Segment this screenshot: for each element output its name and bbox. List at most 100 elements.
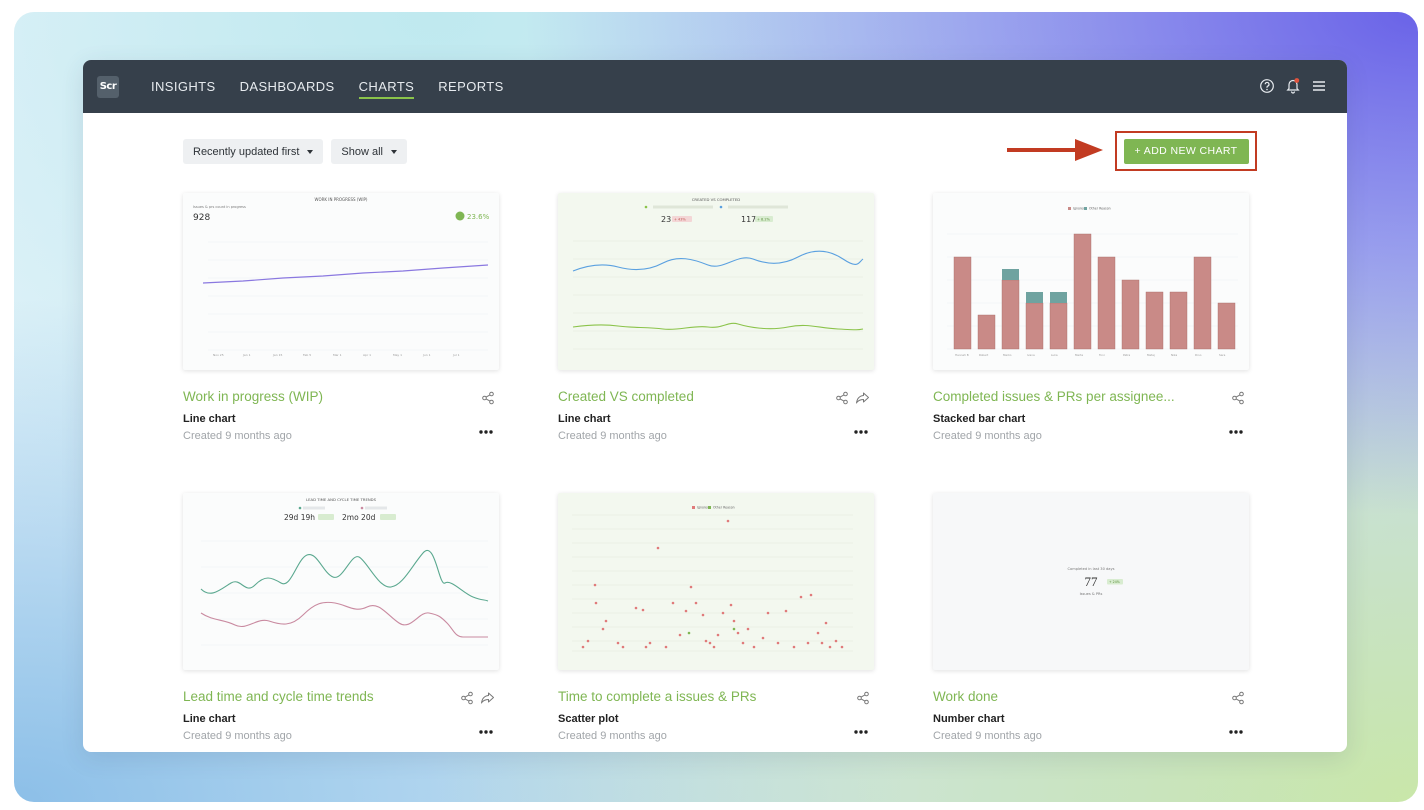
svg-text:Nov 25: Nov 25 bbox=[213, 353, 224, 357]
chart-card-time-to-complete[interactable]: Ignored Other Reason bbox=[558, 493, 874, 752]
menu-icon[interactable] bbox=[1311, 78, 1327, 94]
add-new-chart-button[interactable]: + ADD NEW CHART bbox=[1123, 138, 1249, 164]
card-actions bbox=[460, 691, 495, 705]
sort-dropdown-label: Recently updated first bbox=[193, 145, 300, 158]
chart-card-lead-cycle-time[interactable]: LEAD TIME AND CYCLE TIME TRENDS 29d 19h … bbox=[183, 493, 499, 752]
svg-text:Sara: Sara bbox=[1219, 353, 1226, 357]
filter-toolbar: Recently updated first Show all bbox=[183, 139, 407, 164]
nav-charts[interactable]: CHARTS bbox=[358, 73, 415, 100]
top-navigation-bar: Scr INSIGHTS DASHBOARDS CHARTS REPORTS bbox=[83, 60, 1347, 113]
cycle-time-series-line bbox=[200, 601, 488, 638]
chart-card-work-done[interactable]: Completed in last 30 days 77 + 24% Issue… bbox=[933, 493, 1249, 752]
lead-time-series-line bbox=[200, 549, 489, 602]
more-options-icon[interactable] bbox=[1229, 429, 1243, 435]
svg-text:Marta: Marta bbox=[1075, 353, 1083, 357]
card-actions bbox=[1231, 391, 1245, 405]
chart-thumbnail[interactable]: Ignored Other Reason bbox=[933, 193, 1249, 370]
thumb-value-a: 29d 19h bbox=[284, 513, 315, 522]
thumb-badge-b: + 8.2% bbox=[757, 218, 771, 222]
wip-series-line bbox=[202, 264, 489, 284]
chart-thumbnail[interactable]: CREATED VS COMPLETED 23 + 43% 117 + 8.2% bbox=[558, 193, 874, 370]
svg-text:Ivana: Ivana bbox=[1027, 353, 1035, 357]
card-created-date: Created 9 months ago bbox=[933, 730, 1042, 742]
svg-text:May 1: May 1 bbox=[393, 353, 402, 357]
card-chart-type: Line chart bbox=[558, 413, 611, 425]
svg-text:Jul 1: Jul 1 bbox=[452, 353, 460, 357]
card-created-date: Created 9 months ago bbox=[933, 430, 1042, 442]
card-title[interactable]: Completed issues & PRs per assignee... bbox=[933, 389, 1175, 404]
chart-thumbnail[interactable]: Ignored Other Reason bbox=[558, 493, 874, 670]
card-title[interactable]: Created VS completed bbox=[558, 389, 694, 404]
app-window: Scr INSIGHTS DASHBOARDS CHARTS REPORTS R… bbox=[83, 60, 1347, 752]
chart-thumbnail[interactable]: Completed in last 30 days 77 + 24% Issue… bbox=[933, 493, 1249, 670]
thumb-heading: LEAD TIME AND CYCLE TIME TRENDS bbox=[306, 497, 377, 502]
share-icon[interactable] bbox=[1231, 691, 1245, 705]
thumb-badge-a: + 43% bbox=[674, 218, 686, 222]
chart-card-completed-per-assignee[interactable]: Ignored Other Reason bbox=[933, 193, 1249, 453]
thumb-value-b: 117 bbox=[741, 215, 756, 224]
share-icon[interactable] bbox=[835, 391, 849, 405]
card-title[interactable]: Time to complete a issues & PRs bbox=[558, 689, 757, 704]
show-filter-dropdown[interactable]: Show all bbox=[331, 139, 407, 164]
more-options-icon[interactable] bbox=[1229, 729, 1243, 735]
chart-card-created-vs-completed[interactable]: CREATED VS COMPLETED 23 + 43% 117 + 8.2% bbox=[558, 193, 874, 453]
chevron-down-icon bbox=[307, 149, 314, 154]
thumb-value-a: 23 bbox=[661, 215, 671, 224]
card-created-date: Created 9 months ago bbox=[558, 730, 667, 742]
share-icon[interactable] bbox=[856, 691, 870, 705]
app-logo[interactable]: Scr bbox=[97, 75, 119, 98]
thumb-unit: Issues & PRs bbox=[1080, 592, 1103, 596]
card-actions bbox=[835, 391, 870, 405]
svg-text:Marko: Marko bbox=[1003, 353, 1012, 357]
svg-text:Jan 1: Jan 1 bbox=[242, 353, 251, 357]
completed-series-line bbox=[572, 322, 864, 331]
more-options-icon[interactable] bbox=[479, 429, 493, 435]
card-title[interactable]: Work done bbox=[933, 689, 999, 704]
thumb-heading: WORK IN PROGRESS (WIP) bbox=[315, 197, 368, 202]
share-icon[interactable] bbox=[460, 691, 474, 705]
card-chart-type: Line chart bbox=[183, 413, 236, 425]
more-options-icon[interactable] bbox=[479, 729, 493, 735]
nav-insights[interactable]: INSIGHTS bbox=[151, 79, 216, 94]
bell-icon[interactable] bbox=[1285, 77, 1301, 94]
chart-thumbnail[interactable]: WORK IN PROGRESS (WIP) Issues & prs coun… bbox=[183, 193, 499, 370]
thumb-value-b: 2mo 20d bbox=[342, 513, 376, 522]
pointer-arrow-annotation bbox=[1007, 139, 1103, 161]
svg-text:Jan 15: Jan 15 bbox=[272, 353, 282, 357]
svg-text:Nika: Nika bbox=[1171, 353, 1177, 357]
thumb-caption: Completed in last 30 days bbox=[1068, 567, 1115, 571]
card-created-date: Created 9 months ago bbox=[183, 430, 292, 442]
sort-dropdown[interactable]: Recently updated first bbox=[183, 139, 324, 164]
svg-text:Jun 1: Jun 1 bbox=[422, 353, 431, 357]
forward-icon[interactable] bbox=[480, 691, 495, 705]
svg-text:Mar 1: Mar 1 bbox=[333, 353, 342, 357]
share-icon[interactable] bbox=[481, 391, 495, 405]
thumb-heading: CREATED VS COMPLETED bbox=[692, 197, 740, 202]
svg-text:Feb 5: Feb 5 bbox=[303, 353, 311, 357]
legend-other-reason: Other Reason bbox=[1089, 207, 1111, 211]
card-actions bbox=[481, 391, 495, 405]
svg-text:Apr 1: Apr 1 bbox=[363, 353, 371, 357]
thumb-value: 77 bbox=[1085, 574, 1099, 589]
card-title[interactable]: Lead time and cycle time trends bbox=[183, 689, 374, 704]
card-chart-type: Scatter plot bbox=[558, 713, 619, 725]
share-icon[interactable] bbox=[1231, 391, 1245, 405]
nav-reports[interactable]: REPORTS bbox=[438, 79, 504, 94]
main-nav: INSIGHTS DASHBOARDS CHARTS REPORTS bbox=[151, 73, 504, 100]
card-title[interactable]: Work in progress (WIP) bbox=[183, 389, 324, 404]
more-options-icon[interactable] bbox=[854, 429, 868, 435]
more-options-icon[interactable] bbox=[854, 729, 868, 735]
add-button-highlight: + ADD NEW CHART bbox=[1115, 131, 1257, 171]
assignee-bars bbox=[953, 233, 1236, 350]
chart-thumbnail[interactable]: LEAD TIME AND CYCLE TIME TRENDS 29d 19h … bbox=[183, 493, 499, 670]
forward-icon[interactable] bbox=[855, 391, 870, 405]
svg-text:Luka: Luka bbox=[1051, 353, 1058, 357]
svg-text:Dino: Dino bbox=[1195, 353, 1202, 357]
nav-dashboards[interactable]: DASHBOARDS bbox=[239, 79, 335, 94]
legend-ignored: Ignored bbox=[1073, 207, 1085, 211]
thumb-badge: + 24% bbox=[1109, 580, 1120, 584]
card-chart-type: Stacked bar chart bbox=[933, 413, 1026, 425]
chart-card-wip[interactable]: WORK IN PROGRESS (WIP) Issues & prs coun… bbox=[183, 193, 499, 453]
help-icon[interactable] bbox=[1259, 78, 1275, 94]
chevron-down-icon bbox=[390, 149, 397, 154]
